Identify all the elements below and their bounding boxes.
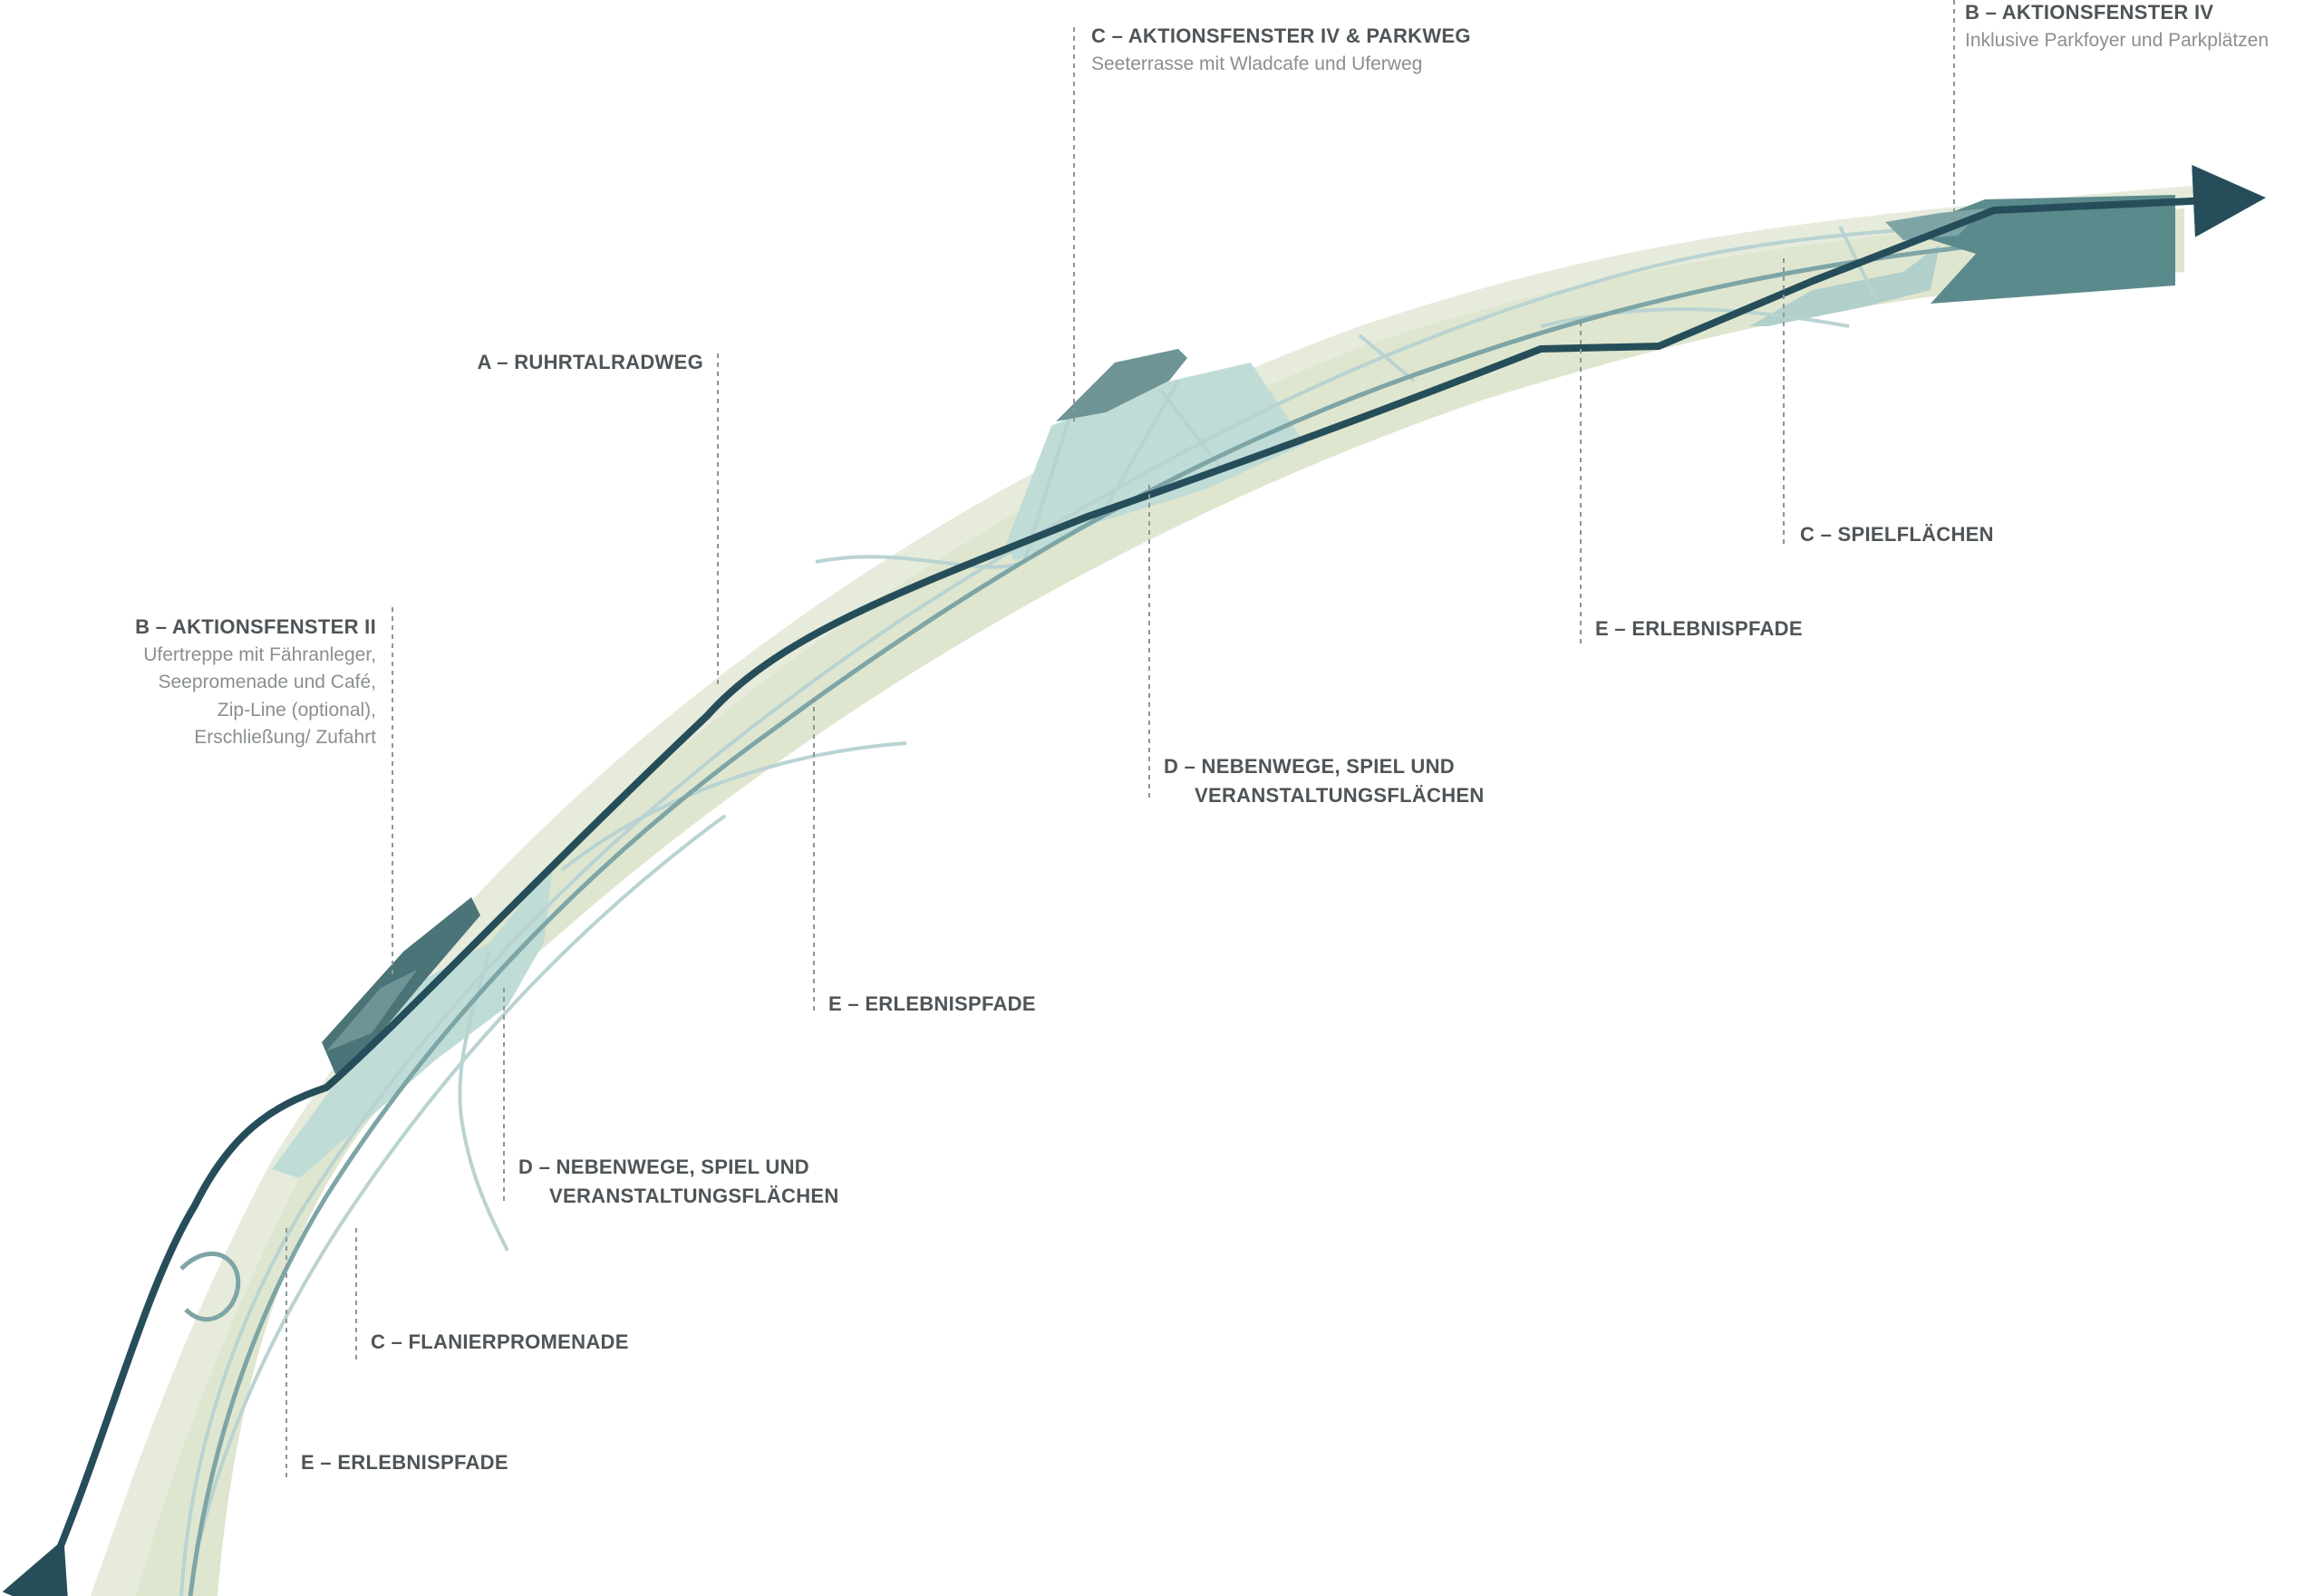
label-subtitle: Inklusive Parkfoyer und Parkplätzen bbox=[1965, 29, 2270, 51]
label-title: B – AKTIONSFENSTER IV bbox=[1965, 1, 2214, 24]
label-e-erlebnispfade-right: E – ERLEBNISPFADE bbox=[1595, 614, 1803, 643]
label-title: C – AKTIONSFENSTER IV & PARKWEG bbox=[1091, 24, 1471, 47]
label-b-aktionsfenster-ii: B – AKTIONSFENSTER II Ufertreppe mit Fäh… bbox=[135, 613, 376, 752]
loop-path bbox=[179, 1251, 241, 1322]
label-c-aktionsfenster-iv: C – AKTIONSFENSTER IV & PARKWEG Seeterra… bbox=[1091, 22, 1471, 78]
label-title: E – ERLEBNISPFADE bbox=[828, 992, 1036, 1015]
label-line: Erschließung/ Zufahrt bbox=[194, 727, 376, 749]
label-c-spielflaechen: C – SPIELFLÄCHEN bbox=[1800, 520, 1994, 549]
label-title: E – ERLEBNISPFADE bbox=[301, 1451, 508, 1474]
label-line: Seepromenade und Café, bbox=[158, 672, 376, 693]
main-route bbox=[2, 164, 2266, 1596]
label-title: D – NEBENWEGE, SPIEL UND bbox=[518, 1156, 809, 1178]
label-subtitle: Seeterrasse mit Wladcafe und Uferweg bbox=[1091, 53, 1423, 74]
label-title-line2: VERANSTALTUNGSFLÄCHEN bbox=[1195, 783, 1485, 807]
label-title: A – RUHRTALRADWEG bbox=[477, 351, 703, 373]
label-d-nebenwege-left: D – NEBENWEGE, SPIEL UND VERANSTALTUNGSF… bbox=[518, 1153, 839, 1211]
label-title-line2: VERANSTALTUNGSFLÄCHEN bbox=[549, 1184, 839, 1207]
label-c-flanierpromenade: C – FLANIERPROMENADE bbox=[371, 1328, 629, 1357]
label-e-erlebnispfade-left: E – ERLEBNISPFADE bbox=[301, 1448, 508, 1477]
label-line: Ufertreppe mit Fähranleger, bbox=[143, 643, 376, 665]
label-title: D – NEBENWEGE, SPIEL UND bbox=[1164, 755, 1455, 778]
label-line: Zip-Line (optional), bbox=[217, 699, 376, 721]
label-title: C – FLANIERPROMENADE bbox=[371, 1330, 629, 1353]
label-a-ruhrtalradweg: A – RUHRTALRADWEG bbox=[477, 348, 703, 377]
label-d-nebenwege-right: D – NEBENWEGE, SPIEL UND VERANSTALTUNGSF… bbox=[1164, 752, 1485, 810]
label-e-erlebnispfade-mid: E – ERLEBNISPFADE bbox=[828, 990, 1036, 1019]
leader-lines bbox=[286, 0, 1955, 1477]
label-b-aktionsfenster-iv: B – AKTIONSFENSTER IV Inklusive Parkfoye… bbox=[1965, 0, 2269, 54]
label-title: E – ERLEBNISPFADE bbox=[1595, 617, 1803, 640]
label-title: B – AKTIONSFENSTER II bbox=[135, 615, 376, 638]
label-title: C – SPIELFLÄCHEN bbox=[1800, 523, 1994, 546]
